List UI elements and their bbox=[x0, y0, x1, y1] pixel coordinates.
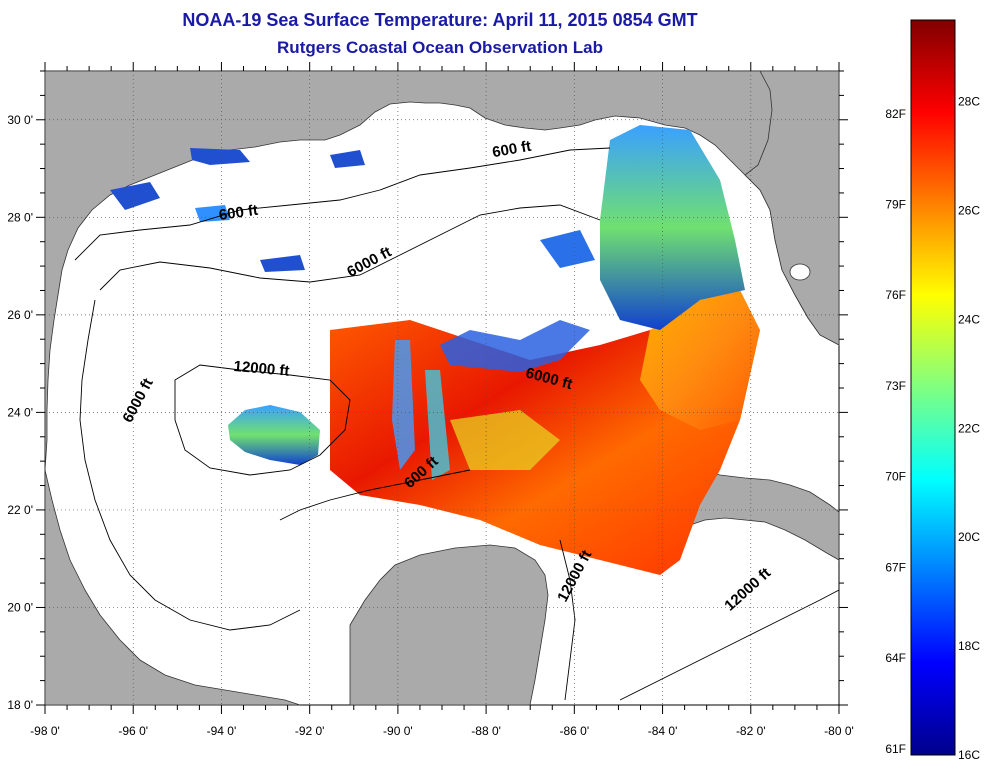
colorbar-fahrenheit-label: 70F bbox=[885, 470, 906, 484]
lat-tick-label: 20 0' bbox=[7, 600, 33, 614]
lon-tick-label: -96 0' bbox=[118, 724, 148, 738]
contour-12000ft-east bbox=[619, 589, 840, 701]
contour-12000ft bbox=[174, 364, 351, 476]
lon-tick-label: -84 0' bbox=[648, 724, 678, 738]
lat-tick-label: 24 0' bbox=[7, 405, 33, 419]
sst-patch-cool-west bbox=[228, 405, 320, 465]
grid-lines bbox=[45, 71, 839, 705]
contour-6000ft bbox=[99, 204, 601, 291]
colorbar-fahrenheit-label: 79F bbox=[885, 198, 906, 212]
contour-label: 600 ft bbox=[491, 138, 533, 162]
sst-swath-cool-north bbox=[600, 125, 745, 330]
colorbar-celsius-label: 18C bbox=[958, 639, 980, 653]
contour-600ft-north bbox=[74, 147, 611, 261]
florida-peninsula bbox=[744, 70, 840, 346]
contour-6000ft-west bbox=[79, 299, 301, 631]
lon-tick-label: -94 0' bbox=[207, 724, 237, 738]
contour-600ft-south bbox=[279, 469, 471, 521]
lat-tick-label: 26 0' bbox=[7, 308, 33, 322]
colorbar-fahrenheit-label: 64F bbox=[885, 651, 906, 665]
sst-fragment-north-4 bbox=[330, 150, 365, 168]
lon-tick-label: -86 0' bbox=[560, 724, 590, 738]
lon-tick-label: -80 0' bbox=[824, 724, 854, 738]
sst-swath-east bbox=[640, 290, 760, 430]
lat-tick-label: 30 0' bbox=[7, 113, 33, 127]
contour-12000ft-south bbox=[559, 539, 576, 701]
sst-fragment-north-2 bbox=[110, 182, 160, 210]
land-masses bbox=[44, 70, 840, 706]
lon-tick-label: -90 0' bbox=[383, 724, 413, 738]
colorbar-labels: 16C 18C 20C 22C 24C 26C 28C 61F 64F 67F 70F 73F 76F 7… bbox=[885, 95, 980, 762]
colorbar-celsius-label: 22C bbox=[958, 421, 980, 435]
map-title: NOAA-19 Sea Surface Temperature: April 1… bbox=[182, 10, 698, 30]
sst-data bbox=[110, 125, 760, 575]
lake-okeechobee bbox=[789, 263, 811, 281]
colorbar-gradient bbox=[910, 19, 956, 756]
lon-tick-label: -92 0' bbox=[295, 724, 325, 738]
sst-fragment-north-1 bbox=[190, 148, 250, 165]
lat-tick-label: 22 0' bbox=[7, 503, 33, 517]
lon-tick-label: -88 0' bbox=[471, 724, 501, 738]
colorbar-celsius-label: 16C bbox=[958, 748, 980, 762]
colorbar-celsius-label: 28C bbox=[958, 95, 980, 109]
sst-patch-cool-mid bbox=[440, 320, 590, 372]
colorbar-fahrenheit-label: 73F bbox=[885, 379, 906, 393]
colorbar-fahrenheit-label: 82F bbox=[885, 107, 906, 121]
yucatan-peninsula bbox=[349, 544, 549, 706]
colorbar-fahrenheit-label: 67F bbox=[885, 560, 906, 574]
sst-strip-cool-1 bbox=[392, 340, 415, 470]
contour-label: 600 ft bbox=[218, 202, 259, 224]
colorbar-celsius-label: 24C bbox=[958, 312, 980, 326]
colorbar-fahrenheit-label: 76F bbox=[885, 288, 906, 302]
colorbar-celsius-label: 26C bbox=[958, 204, 980, 218]
sst-strip-cool-2 bbox=[425, 370, 450, 480]
sst-fragment-north-5 bbox=[260, 255, 305, 272]
depth-contours bbox=[74, 147, 840, 701]
colorbar-celsius-label: 20C bbox=[958, 530, 980, 544]
lon-tick-label: -82 0' bbox=[736, 724, 766, 738]
sst-patch-yellow bbox=[450, 410, 560, 470]
lat-tick-label: 18 0' bbox=[7, 698, 33, 712]
map-subtitle: Rutgers Coastal Ocean Observation Lab bbox=[277, 38, 603, 57]
map-axes: -98 0' -96 0' -94 0' -92 0' -90 0' -88 0' -86 … bbox=[7, 62, 854, 738]
sst-fragment-north-3 bbox=[195, 205, 230, 222]
contour-label: 12000 ft bbox=[233, 358, 290, 380]
sst-fragment-north-6 bbox=[540, 230, 595, 268]
lat-tick-label: 28 0' bbox=[7, 210, 33, 224]
lon-tick-label: -98 0' bbox=[30, 724, 60, 738]
mexico-land bbox=[44, 469, 301, 706]
colorbar-fahrenheit-label: 61F bbox=[885, 742, 906, 756]
